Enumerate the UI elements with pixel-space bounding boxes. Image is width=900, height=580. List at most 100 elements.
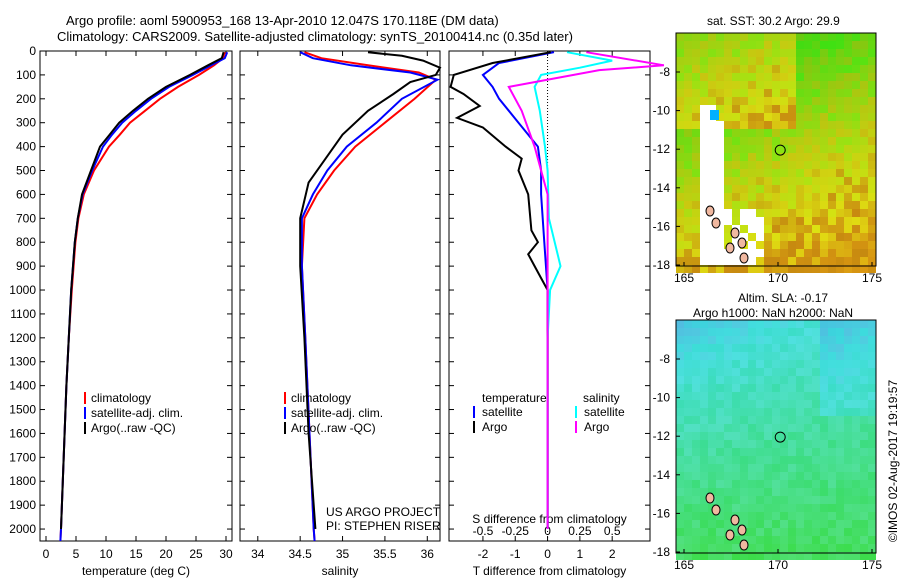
map-cell [844, 464, 852, 472]
map-cell [692, 185, 700, 193]
map-cell [788, 49, 796, 57]
map-y-tick-label: -10 [653, 391, 671, 405]
map-cell [700, 265, 708, 273]
map-cell [716, 97, 724, 105]
map-cell [772, 384, 780, 392]
legend-title-temperature: temperature [482, 391, 547, 405]
map-cell [708, 185, 716, 193]
map-cell [740, 400, 748, 408]
plot-frame [239, 50, 441, 542]
map-cell [836, 432, 844, 440]
map-cell [764, 512, 772, 520]
float-position-marker [774, 144, 786, 156]
map-cell [812, 416, 820, 424]
map-cell [708, 49, 716, 57]
map-cell [700, 153, 708, 161]
map-cell [788, 113, 796, 121]
map-cell [868, 257, 876, 265]
map-cell [804, 376, 812, 384]
map-cell [780, 480, 788, 488]
map-cell [724, 376, 732, 384]
map-cell [716, 448, 724, 456]
map-cell [820, 416, 828, 424]
map-cell [748, 201, 756, 209]
map-cell [812, 41, 820, 49]
map-cell [708, 193, 716, 201]
map-cell [764, 249, 772, 257]
map-cell [732, 344, 740, 352]
map-cell [860, 464, 868, 472]
map-cell [708, 352, 716, 360]
map-cell [772, 225, 780, 233]
map-cell [724, 145, 732, 153]
map-cell [796, 241, 804, 249]
map-cell [764, 464, 772, 472]
map-cell [860, 145, 868, 153]
map-cell [764, 408, 772, 416]
map-cell [844, 408, 852, 416]
map-cell [820, 376, 828, 384]
map-cell [780, 544, 788, 552]
map-cell [740, 161, 748, 169]
map-cell [796, 153, 804, 161]
map-cell [748, 520, 756, 528]
s-axis-label: S difference from climatology [472, 512, 627, 526]
map-cell [820, 392, 828, 400]
map-cell [740, 57, 748, 65]
map-cell [828, 432, 836, 440]
map-cell [852, 488, 860, 496]
island [739, 539, 749, 551]
map-cell [756, 225, 764, 233]
map-cell [828, 193, 836, 201]
map-cell [796, 185, 804, 193]
map-cell [836, 257, 844, 265]
map-cell [812, 169, 820, 177]
map-cell [716, 193, 724, 201]
map-cell [780, 408, 788, 416]
map-cell [804, 416, 812, 424]
map-cell [780, 552, 788, 560]
map-cell [732, 400, 740, 408]
map-cell [828, 344, 836, 352]
x-tick-label: 34 [251, 547, 265, 561]
map-cell [708, 65, 716, 73]
map-cell [676, 201, 684, 209]
map-cell [780, 528, 788, 536]
map-cell [852, 400, 860, 408]
map-cell [788, 57, 796, 65]
map-cell [700, 480, 708, 488]
map-cell [676, 105, 684, 113]
map-cell [732, 384, 740, 392]
map-cell [724, 89, 732, 97]
map-cell [748, 49, 756, 57]
map-cell [780, 233, 788, 241]
map-cell [748, 456, 756, 464]
map-cell [772, 89, 780, 97]
map-cell [852, 408, 860, 416]
legend-label: climatology [91, 391, 151, 405]
map-cell [724, 161, 732, 169]
map-cell [724, 360, 732, 368]
y-tick-label: 1800 [9, 474, 36, 488]
map-cell [812, 360, 820, 368]
map-cell [684, 225, 692, 233]
map-cell [844, 376, 852, 384]
map-cell [684, 201, 692, 209]
map-cell [692, 233, 700, 241]
map-cell [716, 488, 724, 496]
map-cell [860, 320, 868, 328]
map-cell [756, 233, 764, 241]
map-cell [764, 89, 772, 97]
map-cell [740, 217, 748, 225]
map-cell [748, 400, 756, 408]
map-cell [764, 105, 772, 113]
island [711, 217, 721, 229]
map-cell [812, 145, 820, 153]
map-cell [860, 169, 868, 177]
map-cell [844, 217, 852, 225]
map-cell [812, 81, 820, 89]
s-tick-label: 0.5 [604, 524, 621, 538]
map-cell [692, 225, 700, 233]
map-cell [788, 544, 796, 552]
map-cell [740, 488, 748, 496]
